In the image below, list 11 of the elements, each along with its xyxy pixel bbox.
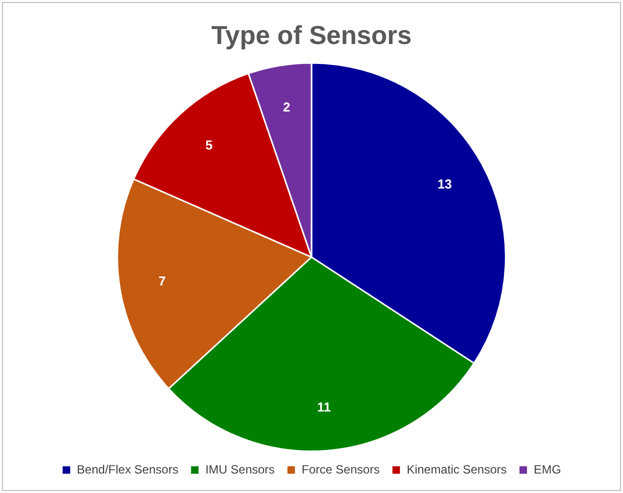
legend-label: Force Sensors xyxy=(302,462,380,476)
chart-title: Type of Sensors xyxy=(211,20,412,50)
legend-label: Kinematic Sensors xyxy=(406,462,507,476)
legend-label: IMU Sensors xyxy=(205,462,275,476)
data-label: 11 xyxy=(317,400,331,415)
legend-label: EMG xyxy=(534,462,562,476)
data-label: 5 xyxy=(205,137,213,152)
data-label: 7 xyxy=(158,274,166,289)
legend-label: Bend/Flex Sensors xyxy=(76,462,178,476)
data-label: 2 xyxy=(282,99,290,114)
data-label: 13 xyxy=(437,176,452,192)
